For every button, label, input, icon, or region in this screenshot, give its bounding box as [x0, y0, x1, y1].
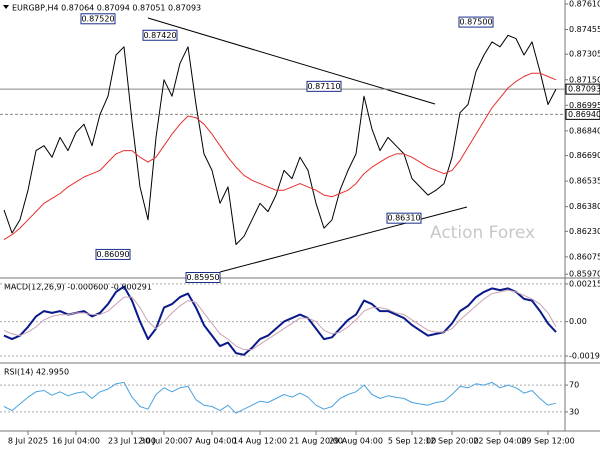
annotation-box	[95, 248, 131, 260]
y-tick-label: 0.86075	[569, 252, 600, 261]
y-tick-label: 0.86690	[569, 151, 600, 160]
annotation-label: 0.85950	[186, 273, 219, 282]
x-tick-label: 29 Aug 04:00	[329, 437, 383, 446]
x-tick-label: 8 Jul 2025	[8, 437, 48, 446]
price-box	[565, 108, 600, 120]
watermark: Action Forex	[430, 223, 535, 243]
rsi-title: RSI(14) 42.9950	[4, 368, 69, 377]
annotation-box	[458, 16, 494, 28]
x-tick-label: 23 Jul 12:00	[108, 437, 156, 446]
y-tick-label: 0.87610	[569, 0, 600, 8]
series-line	[3, 381, 557, 414]
y-tick-label: 70	[569, 381, 579, 390]
chart-title: EURGBP,H4 0.87064 0.87094 0.87051 0.8709…	[12, 4, 201, 13]
annotation-label: 0.87500	[459, 18, 492, 27]
annotation-box	[142, 29, 178, 41]
x-tick-label: 22 Sep 04:00	[473, 437, 526, 446]
x-tick-label: 7 Aug 04:00	[188, 437, 237, 446]
price-label: 0.86940	[568, 110, 600, 119]
y-tick-label: 0.86230	[569, 227, 600, 236]
price-box	[565, 83, 600, 95]
x-tick-label: 5 Sep 12:00	[388, 437, 436, 446]
y-tick-label: 0.86995	[569, 101, 600, 110]
annotation-label: 0.87110	[307, 82, 340, 91]
x-tick-label: 14 Aug 12:00	[233, 437, 287, 446]
menu-arrow[interactable]	[3, 5, 9, 9]
annotation-label: 0.87420	[143, 31, 176, 40]
annotation-box	[185, 271, 221, 283]
x-tick-label: 12 Sep 20:00	[425, 437, 478, 446]
x-tick-label: 29 Sep 12:00	[521, 437, 574, 446]
x-tick-label: 21 Aug 20:00	[289, 437, 343, 446]
annotation-label: 0.86310	[387, 214, 420, 223]
annotation-label: 0.87520	[81, 14, 114, 23]
y-tick-label: 0.002155	[569, 279, 600, 288]
price-label: 0.87093	[568, 85, 600, 94]
y-tick-label: 0.87455	[569, 25, 600, 34]
series-line	[3, 72, 557, 241]
trend-line	[147, 17, 436, 105]
series-line	[3, 34, 557, 245]
y-tick-label: 0.86840	[569, 126, 600, 135]
macd-title: MACD(12,26,9) -0.000600 -0.000291	[4, 283, 152, 292]
y-tick-label: 0.00	[569, 317, 587, 326]
trend-line	[219, 206, 468, 273]
annotation-box	[80, 13, 116, 25]
y-tick-label: 30	[569, 407, 579, 416]
x-tick-label: 30 Jul 20:00	[140, 437, 188, 446]
annotation-box	[306, 80, 342, 92]
annotation-label: 0.86090	[96, 250, 129, 259]
x-tick-label: 16 Jul 04:00	[52, 437, 100, 446]
series-line	[3, 289, 557, 351]
y-tick-label: 0.87305	[569, 50, 600, 59]
y-tick-label: 0.87150	[569, 75, 600, 84]
y-tick-label: 0.86535	[569, 177, 600, 186]
y-tick-label: -0.001965	[569, 351, 600, 360]
annotation-box	[386, 212, 422, 224]
y-tick-label: 0.85970	[569, 270, 600, 279]
y-tick-label: 0.86380	[569, 202, 600, 211]
